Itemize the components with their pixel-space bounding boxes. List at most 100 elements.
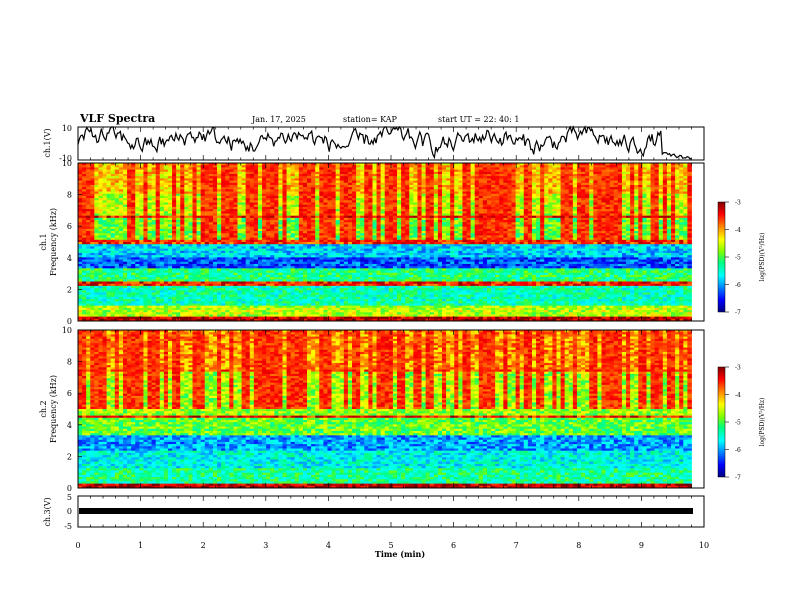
spectrogram-cell [163, 184, 169, 188]
spectrogram-cell [151, 180, 157, 184]
spectrogram-cell [163, 217, 169, 221]
spectrogram-cell [180, 285, 185, 289]
spectrogram-cell [188, 283, 193, 287]
spectrogram-cell [155, 220, 161, 223]
spectrogram-cell [94, 200, 99, 203]
spectrogram-cell [114, 224, 120, 228]
spectrogram-cell [147, 244, 153, 247]
spectrogram-cell [172, 312, 177, 315]
spectrogram-cell [147, 209, 153, 212]
spectrogram-cell [192, 233, 198, 236]
spectrogram-cell [114, 204, 120, 208]
spectrogram-cell [118, 296, 124, 300]
spectrogram-cell [135, 268, 140, 271]
spectrogram-cell [192, 268, 198, 271]
spectrogram-cell [139, 281, 144, 285]
spectrogram-cell [176, 235, 181, 239]
spectrogram-cell [155, 173, 161, 177]
spectrogram-cell [127, 257, 132, 260]
spectrogram-cell [110, 171, 116, 175]
spectrogram-cell [122, 270, 128, 274]
spectrogram-cell [163, 310, 169, 313]
spectrogram-cell [110, 266, 116, 269]
spectrogram-cell [82, 252, 87, 256]
spectrogram-cell [180, 263, 185, 267]
spectrogram-cell [176, 252, 181, 256]
spectrogram-cell [172, 294, 177, 298]
spectrogram-cell [98, 213, 103, 217]
spectrogram-cell [135, 263, 140, 267]
spectrogram-cell [102, 193, 108, 197]
spectrogram-cell [188, 198, 193, 201]
spectrogram-cell [122, 189, 128, 192]
spectrogram-cell [159, 301, 165, 304]
spectrogram-cell [94, 165, 99, 168]
spectrogram-cell [131, 283, 136, 287]
spectrogram-cell [131, 303, 136, 307]
spectrogram-cell [151, 239, 157, 243]
spectrogram-cell [86, 173, 91, 177]
spectrogram-cell [200, 176, 206, 179]
spectrogram-cell [78, 312, 83, 315]
spectrogram-cell [143, 191, 148, 195]
spectrogram-cell [98, 239, 103, 243]
spectrogram-cell [135, 272, 140, 276]
spectrogram-cell [159, 191, 165, 195]
spectrogram-cell [196, 171, 202, 175]
spectrogram-cell [159, 283, 165, 287]
spectrogram-cell [155, 233, 161, 236]
spectrogram-cell [167, 193, 173, 197]
spectrogram-cell [86, 248, 91, 252]
spectrogram-cell [188, 259, 193, 263]
spectrogram-cell [118, 281, 124, 285]
spectrogram-cell [78, 285, 83, 289]
spectrogram-cell [147, 217, 153, 221]
spectrogram-cell [180, 316, 185, 320]
spectrogram-cell [139, 202, 144, 206]
spectrogram-cell [90, 272, 95, 276]
spectrogram-cell [176, 182, 181, 186]
spectrogram-cell [78, 242, 83, 245]
spectrogram-cell [122, 257, 128, 260]
spectrogram-cell [82, 307, 87, 311]
spectrogram-cell [82, 242, 87, 245]
spectrogram-cell [180, 255, 185, 258]
spectrogram-cell [167, 244, 173, 247]
spectrogram-cell [94, 255, 99, 258]
spectrogram-cell [184, 283, 189, 287]
spectrogram-cell [86, 233, 91, 236]
spectrogram-cell [106, 200, 112, 203]
spectrogram-cell [78, 202, 83, 206]
spectrogram-cell [114, 184, 120, 188]
spectrogram-cell [118, 200, 124, 203]
spectrogram-cell [122, 301, 128, 304]
spectrogram-cell [147, 163, 153, 166]
spectrogram-cell [151, 318, 157, 322]
spectrogram-cell [110, 307, 116, 311]
spectrogram-cell [155, 182, 161, 186]
spectrogram-cell [127, 255, 132, 258]
spectrogram-cell [188, 189, 193, 192]
spectrogram-cell [114, 213, 120, 217]
spectrogram-cell [90, 250, 95, 254]
spectrogram-cell [180, 182, 185, 186]
spectrogram-cell [155, 195, 161, 199]
spectrogram-cell [188, 281, 193, 285]
spectrogram-cell [127, 163, 132, 166]
spectrogram-cell [90, 189, 95, 192]
spectrogram-cell [82, 316, 87, 320]
spectrogram-cell [98, 167, 103, 170]
spectrogram-cell [163, 224, 169, 228]
spectrogram-cell [118, 182, 124, 186]
spectrogram-cell [159, 281, 165, 285]
spectrogram-cell [86, 266, 91, 269]
spectrogram-cell [172, 180, 177, 184]
spectrogram-cell [122, 195, 128, 199]
spectrogram-cell [192, 244, 198, 247]
spectrogram-cell [151, 178, 157, 181]
spectrogram-cell [78, 303, 83, 307]
spectrogram-cell [118, 248, 124, 252]
spectrogram-cell [147, 314, 153, 318]
spectrogram-cell [192, 255, 198, 258]
spectrogram-cell [172, 239, 177, 243]
